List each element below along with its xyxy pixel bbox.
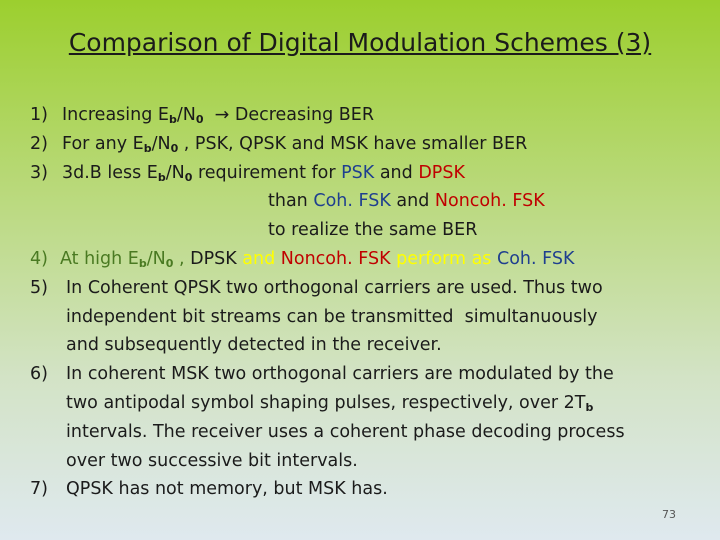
- item-line: independent bit streams can be transmitt…: [66, 303, 598, 331]
- text-run: and: [374, 162, 419, 183]
- text-run: DPSK: [190, 249, 237, 269]
- item-line: Increasing Eb/N0 → Decreasing BER: [62, 101, 374, 129]
- subscript: b: [168, 113, 177, 126]
- item-line: For any Eb/N0 , PSK, QPSK and MSK have s…: [62, 130, 527, 158]
- text-run: Increasing E: [62, 105, 169, 125]
- text-run: /N: [176, 105, 196, 125]
- subscript: 0: [184, 170, 193, 184]
- item-line: than Coh. FSK and Noncoh. FSK: [268, 187, 545, 215]
- page-number: 73: [662, 508, 676, 521]
- text-run: to realize the same BER: [268, 220, 478, 241]
- item-number: 2): [30, 133, 48, 154]
- item-line: to realize the same BER: [268, 216, 477, 244]
- text-run: In coherent MSK two orthogonal carriers …: [66, 364, 614, 385]
- text-run: intervals. The receiver uses a coherent …: [66, 421, 625, 442]
- text-run: PSK: [341, 162, 375, 183]
- text-run: 3d.B less E: [62, 162, 158, 183]
- text-run: → Decreasing BER: [203, 105, 374, 125]
- item-number: 7): [30, 479, 48, 500]
- text-run: two antipodal symbol shaping pulses, res…: [66, 393, 586, 413]
- text-run: than: [268, 191, 314, 212]
- text-run: , PSK, QPSK and MSK have smaller BER: [178, 133, 528, 154]
- subscript: b: [138, 257, 147, 270]
- text-run: /N: [151, 133, 171, 154]
- text-run: and: [390, 191, 435, 212]
- slide-title: Comparison of Digital Modulation Schemes…: [68, 28, 652, 57]
- text-run: Coh. FSK: [313, 191, 391, 212]
- text-run: Coh. FSK: [496, 249, 575, 269]
- text-run: For any E: [62, 133, 144, 154]
- text-run: /N: [146, 249, 166, 269]
- item-number: 5): [30, 277, 48, 298]
- item-line: At high Eb/N0 , DPSK and Noncoh. FSK per…: [60, 245, 574, 273]
- subscript: 0: [195, 113, 204, 126]
- text-run: /N: [165, 162, 185, 183]
- item-line: two antipodal symbol shaping pulses, res…: [66, 389, 593, 417]
- text-run: and: [236, 249, 281, 269]
- text-run: Noncoh. FSK: [280, 249, 391, 269]
- item-line: and subsequently detected in the receive…: [66, 331, 442, 359]
- text-run: QPSK has not memory, but MSK has.: [66, 479, 388, 500]
- item-line: intervals. The receiver uses a coherent …: [66, 418, 625, 446]
- item-line: 3d.B less Eb/N0 requirement for PSK and …: [62, 159, 465, 187]
- text-run: over two successive bit intervals.: [66, 450, 358, 471]
- subscript: b: [157, 170, 166, 184]
- item-number: 4): [30, 249, 48, 269]
- text-run: requirement for: [192, 162, 342, 183]
- subscript: b: [143, 141, 152, 155]
- text-run: Noncoh. FSK: [434, 191, 545, 212]
- text-run: and subsequently detected in the receive…: [66, 335, 442, 356]
- subscript: b: [585, 401, 594, 414]
- item-number: 1): [30, 105, 48, 125]
- text-run: independent bit streams can be transmitt…: [66, 306, 598, 327]
- item-line: In Coherent QPSK two orthogonal carriers…: [66, 274, 603, 302]
- item-number: 3): [30, 162, 48, 183]
- item-line: over two successive bit intervals.: [66, 447, 358, 475]
- subscript: 0: [170, 141, 179, 155]
- item-line: In coherent MSK two orthogonal carriers …: [66, 360, 614, 388]
- item-line: QPSK has not memory, but MSK has.: [66, 475, 388, 503]
- text-run: perform as: [390, 249, 497, 269]
- text-run: DPSK: [418, 162, 465, 183]
- text-run: At high E: [60, 249, 139, 269]
- subscript: 0: [165, 257, 174, 270]
- text-run: In Coherent QPSK two orthogonal carriers…: [66, 277, 603, 298]
- text-run: ,: [173, 249, 191, 269]
- item-number: 6): [30, 364, 48, 385]
